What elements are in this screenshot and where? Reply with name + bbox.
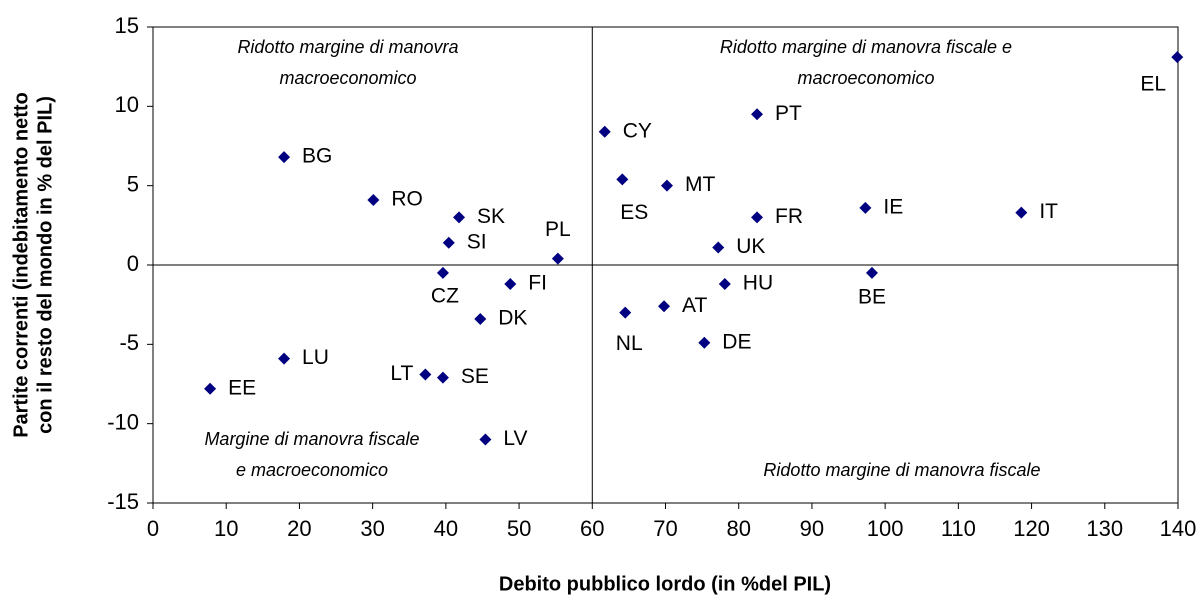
y-axis-label: con il resto del mondo in % del PIL) [34, 96, 56, 434]
point-label: SI [467, 230, 487, 253]
point-label: LU [302, 346, 329, 369]
quadrant-annotation: Ridotto margine di manovra fiscale e [720, 37, 1012, 57]
data-point [660, 179, 673, 192]
point-label: IE [883, 195, 903, 218]
x-tick-label: 120 [1013, 516, 1050, 541]
data-point [551, 252, 564, 265]
x-tick-label: 90 [800, 516, 824, 541]
x-tick-label: 20 [287, 516, 311, 541]
point-label: BG [302, 145, 332, 168]
point-label: BE [858, 285, 886, 308]
data-point [619, 306, 632, 319]
data-point [751, 108, 764, 121]
data-point [865, 266, 878, 279]
x-axis-label: Debito pubblico lordo (in %del PIL) [499, 573, 831, 595]
data-point [1171, 51, 1184, 64]
data-point [479, 433, 492, 446]
point-label: DE [722, 330, 751, 353]
point-label: SE [461, 365, 489, 388]
point-label: IT [1039, 200, 1058, 223]
x-tick-label: 50 [507, 516, 531, 541]
point-label: HU [743, 272, 773, 295]
data-point [278, 151, 291, 164]
data-point [442, 236, 455, 249]
point-label: ES [620, 201, 648, 224]
point-label: FR [775, 205, 803, 228]
point-label: EL [1140, 73, 1166, 96]
x-tick-label: 130 [1086, 516, 1123, 541]
data-point [859, 201, 872, 214]
data-point [278, 352, 291, 365]
data-point [474, 312, 487, 325]
data-point [718, 278, 731, 291]
quadrant-annotation: macroeconomico [797, 68, 934, 88]
point-label: SK [477, 205, 505, 228]
point-label: EE [228, 376, 256, 399]
quadrant-annotation: Ridotto margine di manovra [237, 37, 458, 57]
data-point [453, 211, 466, 224]
point-label: LV [503, 427, 527, 450]
y-tick-label: -10 [107, 409, 139, 434]
x-tick-label: 30 [360, 516, 384, 541]
point-label: PT [775, 102, 802, 125]
point-label: CY [623, 119, 652, 142]
quadrant-annotation: macroeconomico [279, 68, 416, 88]
point-label: AT [682, 294, 707, 317]
data-point [1015, 206, 1028, 219]
data-point [712, 241, 725, 254]
data-point [204, 382, 217, 395]
point-label: PL [545, 218, 571, 241]
quadrant-annotation: Margine di manovra fiscale [204, 429, 419, 449]
point-label: UK [736, 235, 765, 258]
data-point [367, 193, 380, 206]
point-label: FI [528, 272, 547, 295]
data-point [436, 371, 449, 384]
quadrant-annotation: e macroeconomico [236, 460, 388, 480]
data-point [419, 368, 432, 381]
y-axis-label: Partite correnti (indebitamento netto [10, 92, 32, 438]
point-label: DK [498, 306, 527, 329]
x-tick-label: 10 [214, 516, 238, 541]
x-tick-label: 70 [653, 516, 677, 541]
point-label: RO [391, 187, 423, 210]
data-point [504, 278, 517, 291]
x-tick-label: 80 [726, 516, 750, 541]
x-tick-label: 100 [867, 516, 904, 541]
y-tick-label: 10 [115, 92, 139, 117]
point-label: LT [390, 362, 413, 385]
x-tick-label: 40 [434, 516, 458, 541]
data-point [436, 266, 449, 279]
x-tick-label: 60 [580, 516, 604, 541]
data-point [698, 336, 711, 349]
point-label: CZ [431, 284, 459, 307]
y-tick-label: -5 [119, 330, 139, 355]
point-label: NL [616, 332, 643, 355]
x-tick-label: 0 [147, 516, 159, 541]
x-tick-label: 140 [1160, 516, 1197, 541]
x-tick-label: 110 [941, 516, 976, 541]
data-point [658, 300, 671, 313]
data-point [616, 173, 629, 186]
y-tick-label: 15 [115, 13, 139, 38]
y-tick-label: 5 [127, 171, 139, 196]
quadrant-annotation: Ridotto margine di manovra fiscale [763, 460, 1040, 480]
point-label: MT [685, 173, 715, 196]
y-tick-label: -15 [107, 489, 139, 514]
data-point [598, 125, 611, 138]
data-point [751, 211, 764, 224]
y-tick-label: 0 [127, 251, 139, 276]
